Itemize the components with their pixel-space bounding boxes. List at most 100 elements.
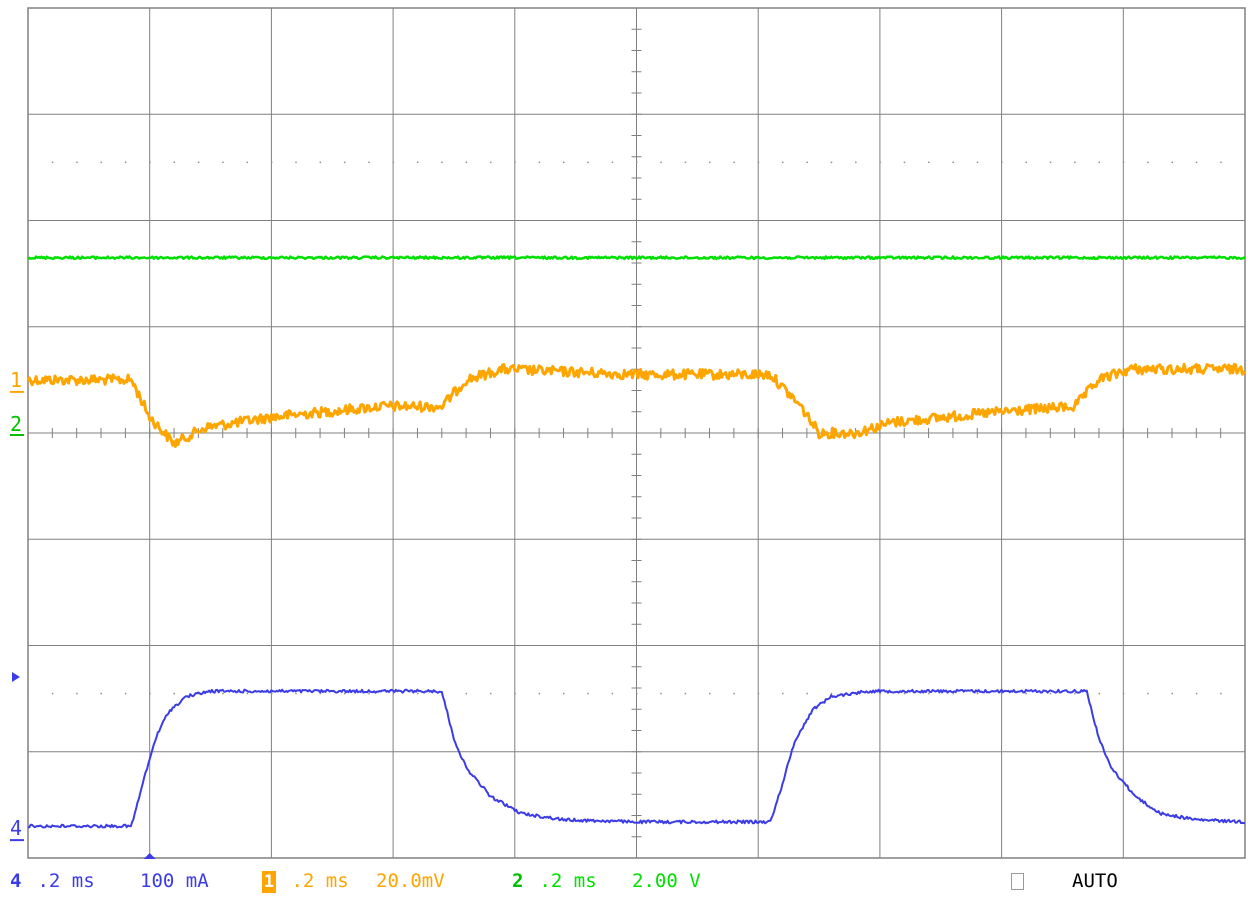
reference-dot (76, 161, 78, 164)
reference-dot (879, 161, 881, 164)
reference-dot (343, 161, 346, 164)
oscilloscope-screen: 1 2 4 (0, 0, 1248, 860)
reference-dot (562, 161, 565, 164)
reference-dot (149, 692, 151, 695)
reference-dot (489, 692, 492, 695)
reference-dot (1074, 161, 1076, 164)
ch4-scale: 100 mA (140, 870, 209, 892)
reference-dot (319, 692, 322, 695)
reference-dot (1220, 161, 1222, 164)
reference-dot (149, 161, 151, 164)
reference-dot (1195, 692, 1198, 695)
trace-ch2 (27, 255, 1246, 261)
screen-background (0, 0, 1248, 860)
ch2-timebase: .2 ms (528, 870, 597, 892)
reference-dot (1220, 692, 1222, 695)
reference-dot (1049, 161, 1052, 164)
ch1-timebase: .2 ms (280, 870, 349, 892)
reference-dot (1025, 692, 1027, 695)
trigger-position-arrow (143, 853, 156, 859)
reference-dot (51, 692, 54, 695)
reference-dot (222, 161, 224, 164)
reference-dot (100, 692, 103, 695)
ch2-scale: 2.00 V (632, 870, 701, 892)
reference-dot (757, 161, 760, 164)
reference-dot (514, 692, 516, 695)
reference-dot (1195, 161, 1198, 164)
ch1-scale: 20.0mV (376, 870, 445, 892)
reference-dot (636, 161, 638, 164)
reference-dot (246, 692, 249, 695)
reference-dot (416, 692, 419, 695)
reference-dot (611, 692, 614, 695)
reference-dot (27, 692, 29, 695)
reference-dot (1147, 161, 1149, 164)
reference-dot (976, 692, 979, 695)
reference-dot (173, 692, 176, 695)
channel-markers: 1 2 4 (10, 368, 156, 859)
reference-dot (733, 692, 735, 695)
reference-dot (806, 161, 808, 164)
reference-dot (903, 692, 906, 695)
reference-dot (830, 692, 833, 695)
traces (26, 255, 1247, 829)
reference-dot (562, 692, 565, 695)
reference-dot (587, 161, 589, 164)
reference-dot (416, 161, 419, 164)
reference-dot (1001, 161, 1003, 164)
trace-ch4 (27, 688, 1246, 829)
reference-dot (1147, 692, 1149, 695)
ch4-timebase: .2 ms (26, 870, 95, 892)
ch1-number: 1 (262, 871, 276, 893)
reference-dot (489, 161, 492, 164)
reference-dot (733, 161, 735, 164)
reference-dot (1171, 161, 1173, 164)
reference-dot (782, 692, 784, 695)
status-bar: 4 .2 ms 100 mA 1 .2 ms 20.0mV 2 .2 ms 2.… (0, 862, 1248, 901)
reference-dot (51, 161, 54, 164)
reference-dot (587, 692, 589, 695)
reference-dot (222, 692, 224, 695)
reference-dot (1049, 692, 1052, 695)
reference-dot (270, 692, 273, 695)
reference-dot (343, 692, 346, 695)
reference-dot (1098, 692, 1100, 695)
reference-dot (952, 161, 954, 164)
reference-dot (1244, 161, 1246, 164)
reference-dot (465, 692, 468, 695)
reference-dot (441, 161, 443, 164)
reference-dot (124, 692, 127, 695)
reference-dot (319, 161, 322, 164)
reference-dot (246, 161, 249, 164)
reference-dot (76, 692, 78, 695)
reference-dot (538, 692, 541, 695)
reference-dot (879, 692, 881, 695)
reference-dot (928, 161, 930, 164)
reference-dot (1098, 161, 1100, 164)
trigger-level-arrow (12, 672, 20, 682)
reference-dot (100, 161, 103, 164)
reference-dot (660, 692, 662, 695)
reference-dot (611, 161, 614, 164)
reference-dot (295, 692, 297, 695)
reference-dot (1122, 692, 1125, 695)
reference-dot (514, 161, 516, 164)
trigger-mode: AUTO (1072, 870, 1118, 892)
reference-dot (1001, 692, 1003, 695)
reference-dot (976, 161, 979, 164)
reference-dot (270, 161, 273, 164)
reference-dot (1025, 161, 1027, 164)
reference-dot (709, 161, 711, 164)
reference-dot (660, 161, 662, 164)
reference-dot (1244, 692, 1246, 695)
trigger-status-box (1011, 873, 1024, 890)
trace-ch1 (26, 362, 1247, 448)
reference-dot (782, 161, 784, 164)
ch2-ground-marker: 2 (10, 412, 22, 436)
reference-dot (855, 161, 857, 164)
reference-dot (903, 161, 906, 164)
ch1-ground-marker: 1 (10, 368, 22, 392)
ch2-number: 2 (512, 870, 524, 892)
reference-dot (392, 161, 395, 164)
reference-dot (684, 161, 687, 164)
